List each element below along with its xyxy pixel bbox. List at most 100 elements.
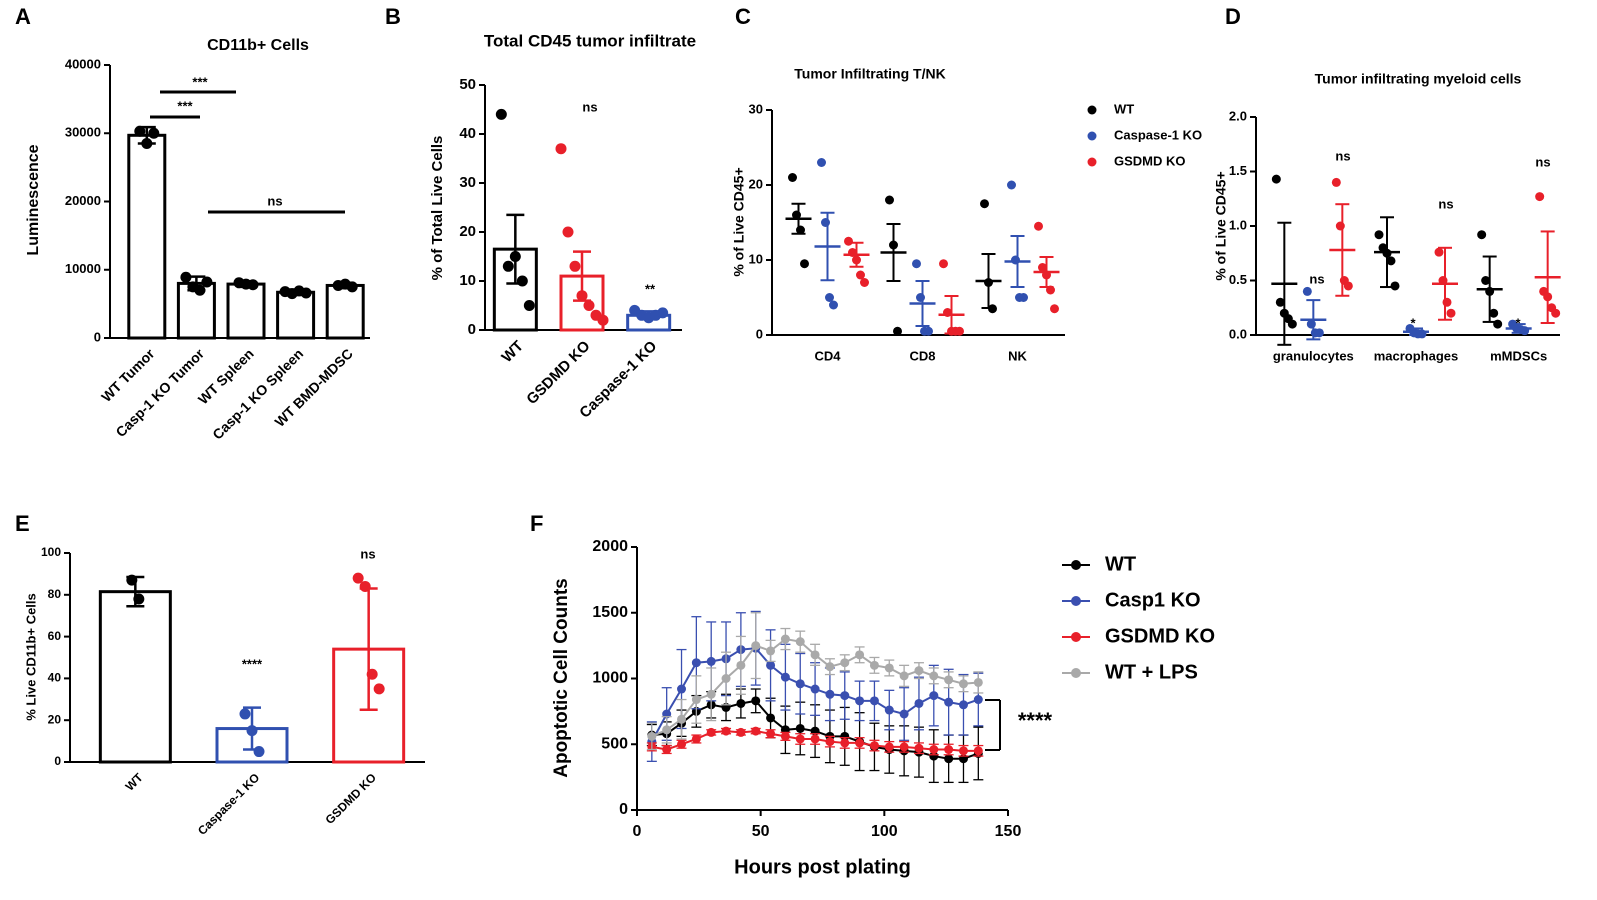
annotation: **** (242, 656, 263, 671)
y-tick-label: 0 (54, 754, 61, 768)
y-tick-label: 30 (749, 101, 763, 116)
legend-label: WT (1105, 553, 1136, 575)
data-point (239, 708, 251, 720)
data-point (929, 751, 939, 761)
data-point (924, 326, 933, 336)
data-point (662, 725, 672, 735)
data-point (869, 660, 879, 670)
bar (226, 282, 266, 340)
data-point (810, 734, 820, 744)
data-point (751, 641, 761, 651)
data-point (134, 125, 146, 137)
data-point (201, 276, 213, 288)
panel-letter: F (530, 511, 543, 536)
data-point (555, 143, 567, 155)
data-point (141, 137, 153, 149)
data-point (825, 689, 835, 699)
data-point (1331, 177, 1341, 187)
y-axis-label: Luminescence (25, 144, 42, 255)
data-point (958, 679, 968, 689)
x-tick-label: Caspase-1 KO (195, 770, 262, 837)
data-point (1050, 304, 1059, 314)
panel-letter: C (735, 4, 751, 29)
annotation: ** (645, 281, 656, 296)
data-point (899, 742, 909, 752)
data-point (929, 691, 939, 701)
x-tick-label: NK (1008, 348, 1027, 363)
y-tick-label: 0.5 (1229, 272, 1247, 287)
data-point (860, 278, 869, 287)
data-point (736, 660, 746, 670)
data-point (840, 731, 850, 741)
annotation: ns (1335, 148, 1350, 163)
data-point (980, 199, 989, 209)
data-point (825, 293, 834, 302)
y-tick-label: 100 (41, 545, 61, 559)
data-point (899, 709, 909, 719)
data-point (1551, 308, 1561, 318)
data-point (869, 741, 879, 751)
bar (98, 590, 172, 764)
data-point (914, 743, 924, 753)
legend-marker (1071, 596, 1081, 606)
y-tick-label: 10 (459, 272, 476, 289)
data-point (800, 259, 809, 269)
data-point (840, 691, 850, 701)
x-tick-label: GSDMD KO (523, 337, 594, 408)
x-tick-label: macrophages (1374, 348, 1459, 363)
legend-marker (1087, 157, 1097, 167)
annotation: * (1410, 315, 1416, 330)
chart-title: Tumor infiltrating myeloid cells (1315, 71, 1522, 87)
annotation: ns (1535, 154, 1550, 169)
legend-label: Casp1 KO (1105, 589, 1201, 611)
data-point (1386, 256, 1396, 266)
y-axis-label: % of Live CD45+ (731, 167, 747, 276)
data-point (1271, 174, 1281, 184)
data-point (1481, 276, 1491, 285)
data-point (899, 671, 909, 681)
data-point (516, 275, 528, 287)
data-point (929, 671, 939, 681)
y-axis-label: % of Live CD45+ (1213, 171, 1229, 280)
data-point (1535, 192, 1545, 202)
data-point (1275, 297, 1285, 307)
data-point (359, 580, 371, 592)
x-tick-label: mMDSCs (1490, 348, 1547, 363)
data-point (780, 731, 790, 741)
x-tick-label: 50 (752, 823, 770, 840)
legend-marker (1071, 632, 1081, 642)
y-tick-label: 1500 (592, 604, 628, 621)
y-tick-label: 10 (749, 251, 763, 266)
data-point (1446, 308, 1456, 318)
data-point (126, 574, 138, 586)
data-point (855, 738, 865, 748)
data-point (973, 677, 983, 687)
y-tick-label: 30000 (65, 125, 101, 140)
y-tick-label: 40000 (65, 56, 101, 71)
data-point (944, 675, 954, 685)
data-point (958, 746, 968, 756)
chart-title: Tumor Infiltrating T/NK (794, 66, 945, 82)
annotation: *** (192, 74, 208, 89)
panel-letter: D (1225, 4, 1241, 29)
annotation: ns (1438, 196, 1453, 211)
x-tick-label: CD4 (814, 348, 841, 363)
data-point (352, 572, 364, 584)
y-tick-label: 80 (48, 587, 62, 601)
y-tick-label: 1.5 (1229, 163, 1247, 178)
data-point (1343, 281, 1353, 291)
x-tick-label: 0 (633, 823, 642, 840)
data-point (597, 314, 609, 326)
data-point (929, 745, 939, 755)
data-point (884, 742, 894, 752)
data-point (706, 656, 716, 666)
data-point (366, 668, 378, 680)
chart-title: CD11b+ Cells (207, 37, 309, 54)
data-point (766, 713, 776, 723)
data-point (677, 739, 687, 749)
y-tick-label: 0 (756, 326, 763, 341)
data-point (657, 307, 669, 319)
data-point (300, 287, 312, 299)
y-tick-label: 40 (48, 671, 62, 685)
